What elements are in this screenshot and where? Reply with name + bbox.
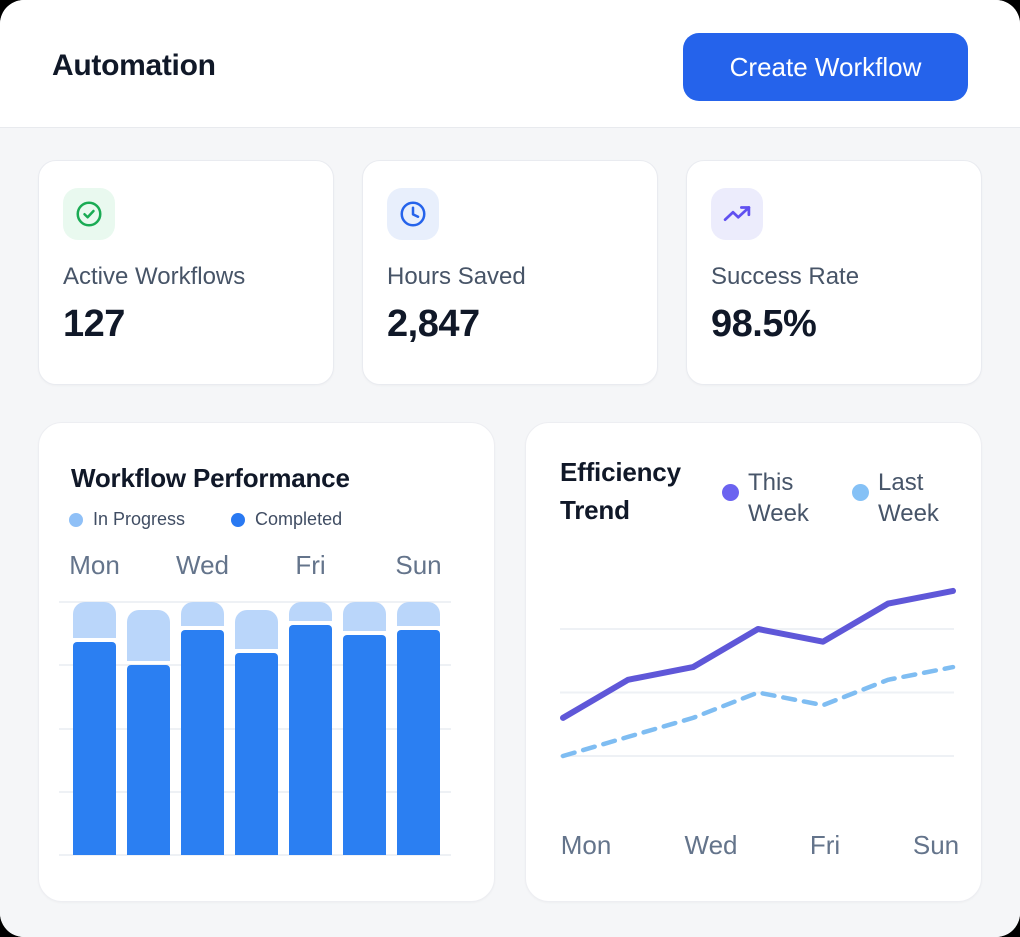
line-chart-legend: This Week Last Week [722, 467, 950, 529]
bar-completed-sun [397, 629, 440, 855]
stat-value: 98.5% [711, 303, 817, 345]
stat-value: 127 [63, 303, 125, 345]
chart-title: Workflow Performance [71, 463, 350, 493]
x-axis-label: Sun [912, 830, 960, 860]
this-week-line [560, 587, 956, 721]
line-chart-plot [560, 587, 956, 759]
x-axis-label: Mon [560, 830, 612, 860]
legend-item-completed: Completed [231, 509, 342, 530]
legend-label: Completed [255, 509, 343, 529]
stat-value: 2,847 [387, 303, 480, 345]
x-axis-label: Wed [176, 550, 229, 580]
legend-item-this-week: This Week [722, 467, 820, 529]
content: Active Workflows 127 Hours Saved 2,847 [0, 128, 1020, 937]
bar-completed-thu [235, 652, 278, 855]
bar-completed-sat [343, 634, 386, 855]
bar-completed-wed [181, 629, 224, 855]
line-chart-x-axis-labels: Mon Wed Fri Sun [526, 830, 983, 862]
x-axis-label: Mon [69, 550, 120, 580]
in-progress-dot-icon [69, 512, 83, 527]
bar-chart-plot [59, 601, 451, 856]
legend-label: In Progress [93, 509, 186, 529]
clock-icon [387, 188, 439, 240]
stats-row: Active Workflows 127 Hours Saved 2,847 [38, 160, 982, 385]
legend-label: This Week [748, 469, 809, 527]
legend-item-in-progress: In Progress [69, 509, 185, 530]
charts-row: Workflow Performance In Progress Complet… [38, 422, 982, 902]
legend-item-last-week: Last Week [852, 467, 950, 529]
stat-label: Success Rate [711, 263, 860, 290]
chart-title: Efficiency Trend [560, 457, 681, 525]
completed-dot-icon [231, 512, 246, 527]
stat-card-success-rate: Success Rate 98.5% [686, 160, 982, 385]
bar-in-progress-sat [343, 602, 386, 631]
bar-completed-fri [289, 624, 332, 855]
stat-label: Hours Saved [387, 263, 526, 290]
check-circle-icon [63, 188, 115, 240]
gridline [59, 854, 451, 856]
workflow-performance-card: Workflow Performance In Progress Complet… [38, 422, 495, 902]
bar-chart-x-axis-labels: Mon Wed Fri Sun [59, 550, 451, 580]
create-workflow-button[interactable]: Create Workflow [683, 33, 968, 101]
legend-label: Last Week [878, 469, 939, 527]
stat-card-hours-saved: Hours Saved 2,847 [362, 160, 658, 385]
x-axis-label: Wed [684, 830, 738, 860]
efficiency-trend-card: Efficiency Trend This Week Last Week Mon… [525, 422, 982, 902]
stat-label: Active Workflows [63, 263, 246, 290]
stat-card-active-workflows: Active Workflows 127 [38, 160, 334, 385]
header: Automation Create Workflow [0, 0, 1020, 128]
bar-in-progress-sun [397, 602, 440, 626]
x-axis-label: Fri [295, 550, 326, 580]
last-week-dot-icon [852, 484, 869, 501]
bar-in-progress-fri [289, 602, 332, 621]
x-axis-label: Fri [809, 830, 841, 860]
trending-up-icon [711, 188, 763, 240]
bar-in-progress-mon [73, 602, 116, 639]
last-week-line [560, 664, 956, 759]
bar-in-progress-tue [127, 609, 170, 662]
bar-chart-legend: In Progress Completed [69, 509, 342, 530]
bar-completed-mon [73, 642, 116, 855]
gridline [59, 601, 451, 603]
bar-in-progress-wed [181, 602, 224, 626]
bar-in-progress-thu [235, 609, 278, 649]
page-title: Automation [52, 49, 216, 82]
x-axis-label: Sun [395, 550, 442, 580]
this-week-dot-icon [722, 484, 739, 501]
bar-completed-tue [127, 665, 170, 855]
